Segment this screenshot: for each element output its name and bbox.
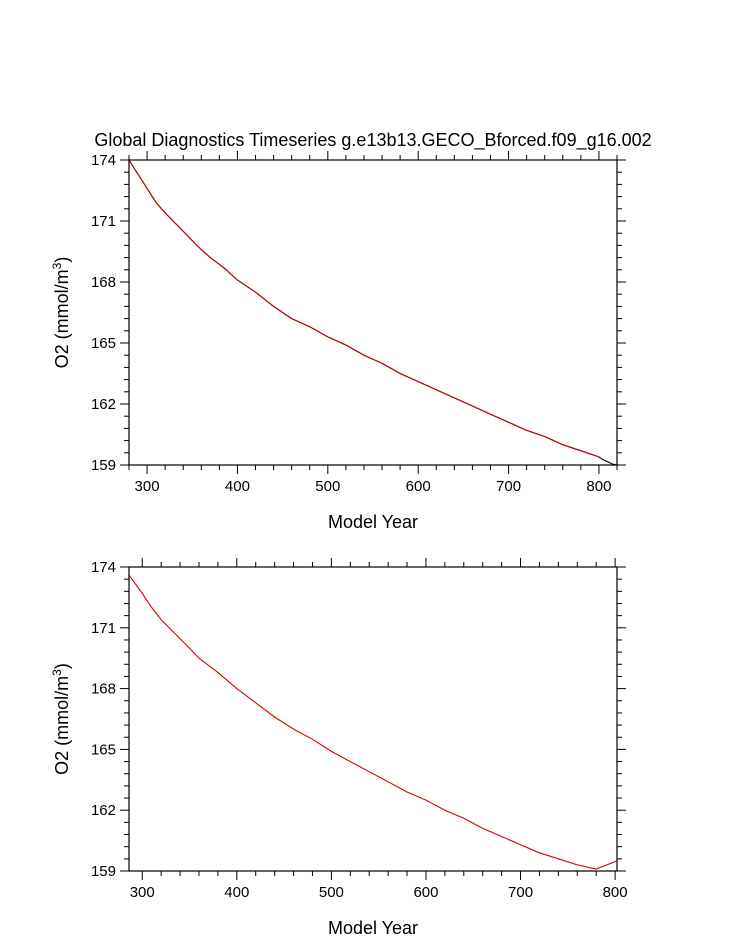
top-chart-frame	[128, 159, 618, 466]
top-chart-panel: 300 400 500 600 700 800 159 162 165 168 171 174 Mod…	[50, 151, 626, 532]
bottom-chart-y-label-main: O2 (mmol/m	[52, 676, 72, 775]
bottom-chart-x-tick-label: 400	[224, 884, 249, 901]
top-chart-x-tick-label: 700	[496, 478, 521, 495]
top-chart-x-axis-label: Model Year	[328, 512, 418, 532]
top-chart-plot	[128, 159, 618, 466]
bottom-chart-x-tick-label: 700	[508, 884, 533, 901]
top-chart-y-axis-label: O2 (mmol/m3)	[50, 257, 72, 369]
bottom-chart-plot	[128, 574, 618, 870]
bottom-chart-frame	[128, 566, 618, 872]
top-chart-y-tick-label: 168	[91, 274, 116, 291]
bottom-chart-y-tick-label: 165	[91, 741, 116, 758]
top-chart-y-tick-label: 159	[91, 457, 116, 474]
top-chart-y-label-main: O2 (mmol/m	[52, 269, 72, 368]
bottom-chart-x-tick-label: 600	[413, 884, 438, 901]
top-chart-y-tick-label: 174	[91, 152, 116, 169]
top-chart-y-tick-label: 171	[91, 213, 116, 230]
bottom-chart-y-label-sup: 3	[50, 669, 64, 676]
top-chart-x-tick-label: 600	[406, 478, 431, 495]
top-chart-x-tick-label: 400	[225, 478, 250, 495]
top-chart-x-tick-label: 800	[586, 478, 611, 495]
top-chart-y-tick-label: 162	[91, 396, 116, 413]
bottom-chart-x-tick-label: 800	[603, 884, 628, 901]
top-chart-series-line-0	[128, 159, 618, 466]
bottom-chart-ticks: 300 400 500 600 700 800 159 162 165 168 171 174	[91, 558, 628, 901]
bottom-chart-y-tick-label: 162	[91, 802, 116, 819]
bottom-chart-y-tick-label: 159	[91, 863, 116, 880]
bottom-chart-series-line-0	[128, 574, 618, 870]
bottom-chart-y-tick-label: 174	[91, 559, 116, 576]
bottom-chart-y-tick-label: 171	[91, 620, 116, 637]
bottom-chart-panel: 300 400 500 600 700 800 159 162 165 168 171 174 Mod…	[50, 558, 628, 938]
top-chart-y-label-sup: 3	[50, 262, 64, 269]
bottom-chart-y-label-tail: )	[52, 663, 72, 669]
bottom-chart-y-tick-label: 168	[91, 681, 116, 698]
bottom-chart-x-tick-label: 500	[319, 884, 344, 901]
top-chart-x-tick-label: 500	[315, 478, 340, 495]
top-chart-y-tick-label: 165	[91, 335, 116, 352]
figure-title: Global Diagnostics Timeseries g.e13b13.G…	[94, 130, 651, 151]
top-chart-y-label-tail: )	[52, 257, 72, 263]
top-chart-series-line-1	[128, 159, 600, 458]
bottom-chart-x-axis-label: Model Year	[328, 918, 418, 938]
top-chart-ticks: 300 400 500 600 700 800 159 162 165 168 171 174	[91, 151, 626, 495]
bottom-chart-y-axis-label: O2 (mmol/m3)	[50, 663, 72, 775]
top-chart-x-tick-label: 300	[135, 478, 160, 495]
bottom-chart-x-tick-label: 300	[130, 884, 155, 901]
